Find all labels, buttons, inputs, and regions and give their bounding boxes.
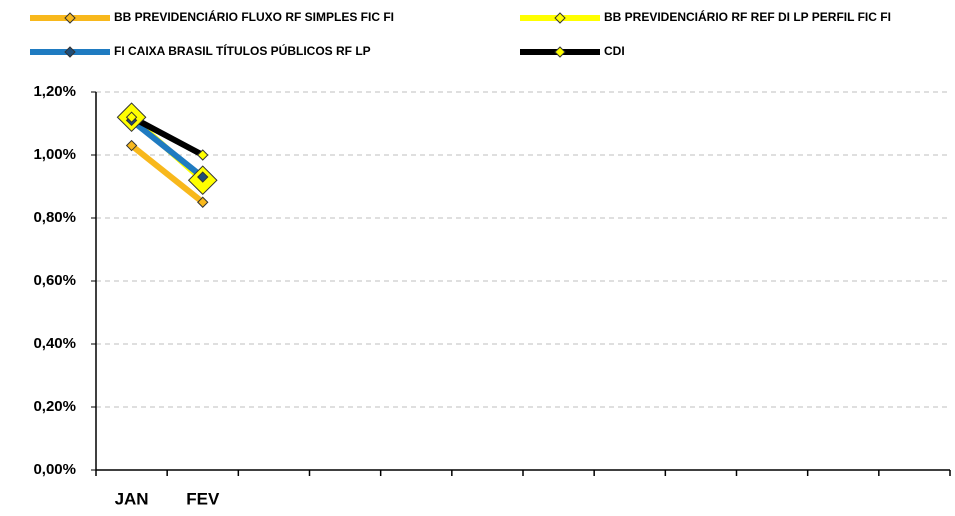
data-point [125,111,138,123]
series-line [129,143,205,205]
y-tick-label: 0,00% [33,461,76,478]
data-point [197,171,209,183]
y-tick-label: 0,20% [33,398,76,415]
x-tick-label: JAN [115,489,149,508]
legend-marker [554,46,566,58]
y-tick-label: 1,00% [33,146,76,163]
legend-label: FI CAIXA BRASIL TÍTULOS PÚBLICOS RF LP [114,43,371,58]
data-point [197,196,209,208]
legend-label: BB PREVIDENCIÁRIO RF REF DI LP PERFIL FI… [604,9,891,24]
legend-label: CDI [604,44,625,58]
legend-marker [64,12,76,24]
legend-marker [554,12,566,24]
legend-label: BB PREVIDENCIÁRIO FLUXO RF SIMPLES FIC F… [114,9,394,24]
y-tick-label: 1,20% [33,83,76,100]
series-line [130,114,205,158]
y-tick-label: 0,80% [33,209,76,226]
data-point [125,139,138,152]
series-line [129,118,205,180]
legend-marker [64,46,76,58]
y-tick-label: 0,40% [33,335,76,352]
x-tick-label: FEV [186,489,220,508]
y-tick-label: 0,60% [33,272,76,289]
data-point [197,149,209,161]
